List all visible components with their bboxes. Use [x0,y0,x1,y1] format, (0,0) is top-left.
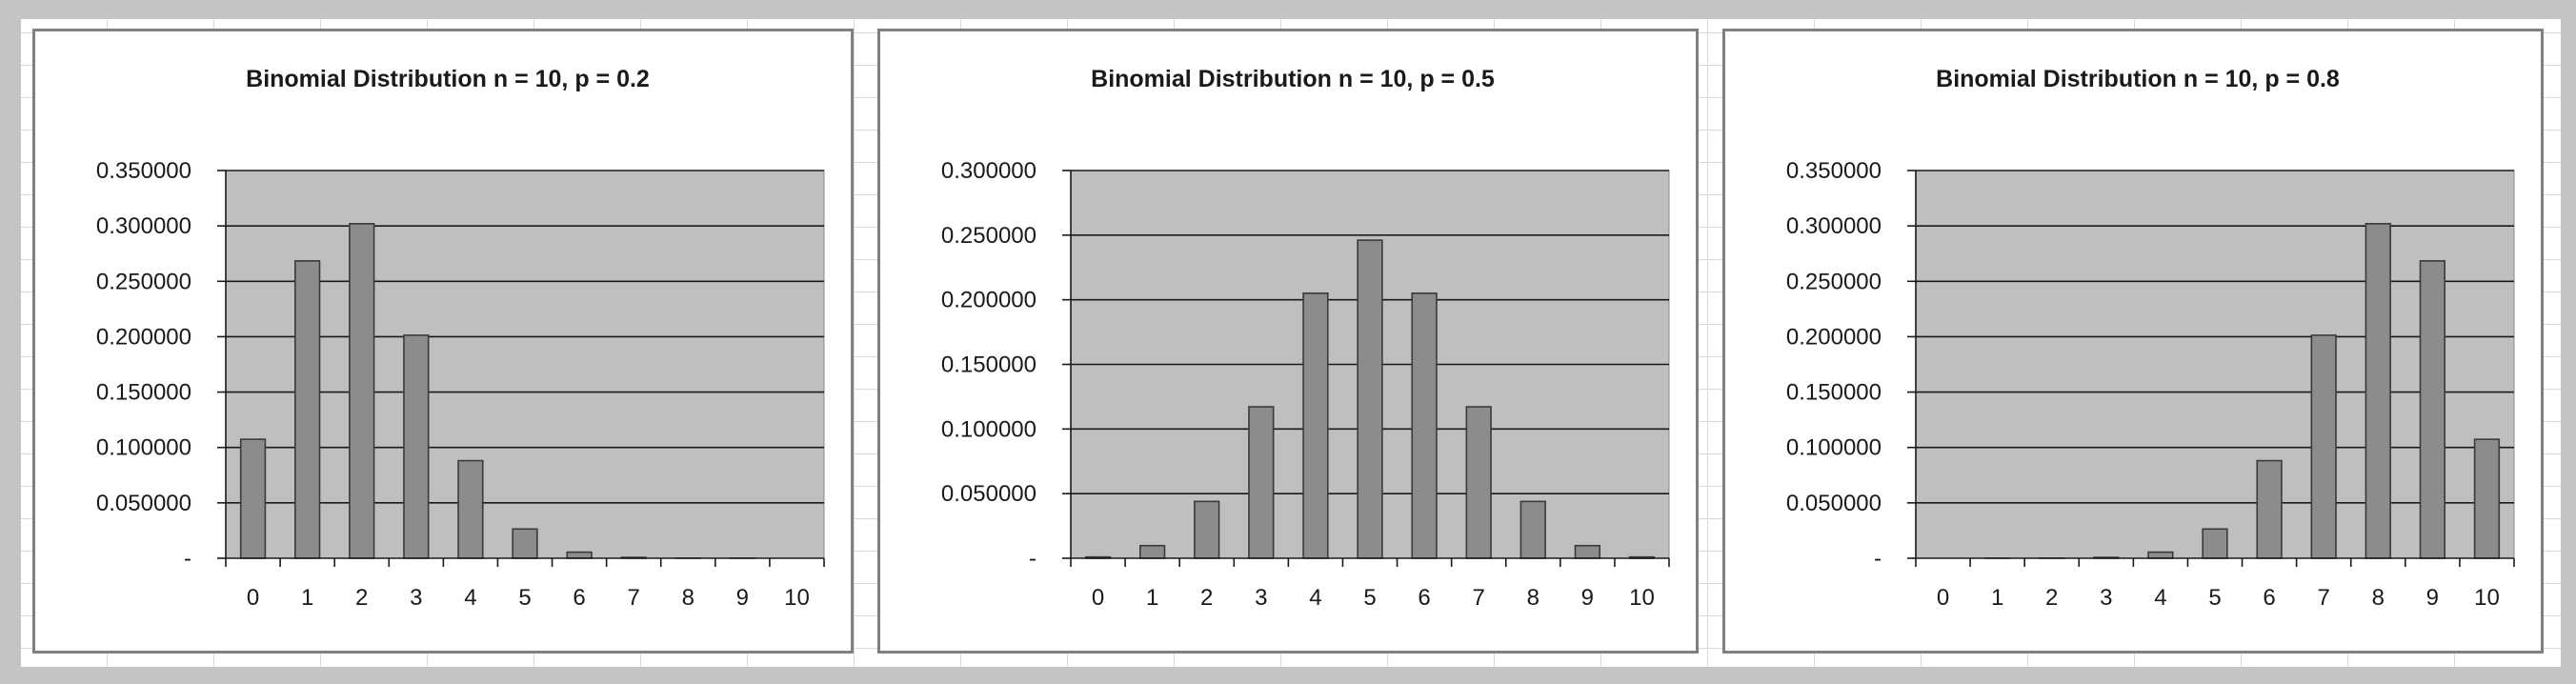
y-tick-label: 0.350000 [96,158,191,184]
bar [1194,500,1220,559]
x-tick-label: 3 [2100,585,2112,611]
chart-binomial-p08[interactable]: Binomial Distribution n = 10, p = 0.8 - 0… [1722,29,2544,654]
bar [2365,223,2391,559]
y-tick-label: 0.100000 [941,416,1036,442]
y-tick-label: - [184,546,191,572]
chart-binomial-p02[interactable]: Binomial Distribution n = 10, p = 0.2 - 0… [32,29,854,654]
bar [2202,528,2228,559]
y-tick-label: 0.300000 [941,158,1036,184]
plot-background [1915,170,2515,559]
plot-area: - 0.050000 0.100000 0.150000 0.200000 0.25000… [941,158,1670,611]
y-tick-label: 0.150000 [1786,380,1882,406]
x-tick-label: 4 [1309,585,1321,611]
x-tick-label: 1 [1991,585,2003,611]
x-tick-label: 1 [301,585,313,611]
x-tick-label: 3 [1255,585,1267,611]
bar [1465,406,1492,559]
y-tick-label: 0.200000 [941,288,1036,313]
y-tick-label: 0.250000 [941,223,1036,249]
y-tick-label: - [1874,546,1882,572]
bar [1357,239,1383,559]
x-tick-label: 10 [784,585,810,611]
window-frame-left [0,0,21,684]
y-tick-label: 0.300000 [96,213,191,239]
x-tick-label: 7 [2318,585,2330,611]
chart-title: Binomial Distribution n = 10, p = 0.5 [1091,66,1495,92]
plot-background [225,170,825,559]
bar [2147,551,2174,559]
y-tick-label: 0.100000 [1786,435,1882,461]
x-tick-label: 0 [1937,585,1949,611]
y-tick-label: 0.050000 [941,481,1036,507]
y-tick-label: - [1029,546,1036,572]
chart-binomial-p05[interactable]: Binomial Distribution n = 10, p = 0.5 - 0… [877,29,1699,654]
chart-svg: Binomial Distribution n = 10, p = 0.5 - 0… [941,66,1670,611]
y-tick-label: 0.300000 [1786,213,1882,239]
bar [512,528,538,559]
bar [349,223,375,559]
y-tick-label: 0.250000 [96,269,191,294]
x-tick-label: 7 [1473,585,1485,611]
bar [1138,544,1166,559]
x-tick-label: 1 [1146,585,1158,611]
x-tick-label: 5 [2208,585,2221,611]
bar [566,551,593,559]
y-tick-label: 0.200000 [96,324,191,350]
bar [1248,406,1275,559]
x-tick-label: 10 [2474,585,2500,611]
x-tick-label: 6 [573,585,585,611]
y-tick-label: 0.100000 [96,435,191,461]
x-tick-label: 4 [2154,585,2166,611]
bar [1302,292,1329,559]
bar [1519,500,1546,559]
bar [1574,544,1601,559]
bar [2473,438,2501,559]
bar [403,334,430,559]
chart-title: Binomial Distribution n = 10, p = 0.2 [246,66,650,92]
plot-area: - 0.050000 0.100000 0.150000 0.200000 0.25000… [1786,158,2515,611]
x-tick-label: 0 [1092,585,1104,611]
x-tick-label: 0 [247,585,259,611]
x-tick-label: 10 [1629,585,1655,611]
x-tick-label: 6 [2263,585,2275,611]
bar [2310,334,2337,559]
x-tick-label: 9 [736,585,749,611]
x-tick-label: 6 [1418,585,1430,611]
chart-svg: Binomial Distribution n = 10, p = 0.8 - 0… [1786,66,2515,611]
bar [2419,260,2446,559]
y-tick-label: 0.350000 [1786,158,1882,184]
bar [457,459,484,559]
bar [239,438,267,559]
x-tick-label: 8 [1527,585,1540,611]
bar [2256,459,2283,559]
chart-svg: Binomial Distribution n = 10, p = 0.2 - 0… [96,66,825,611]
x-tick-label: 4 [464,585,476,611]
window-frame-top [0,0,2576,19]
y-tick-label: 0.050000 [1786,491,1882,516]
plot-area: - 0.050000 0.100000 0.150000 0.200000 0.25000… [96,158,825,611]
window-frame-right [2561,0,2576,684]
x-tick-label: 7 [628,585,640,611]
x-tick-label: 2 [355,585,368,611]
y-tick-label: 0.250000 [1786,269,1882,294]
x-tick-label: 8 [2372,585,2385,611]
y-tick-label: 0.050000 [96,491,191,516]
x-tick-label: 5 [1363,585,1376,611]
y-tick-label: 0.150000 [96,380,191,406]
x-tick-label: 2 [1200,585,1213,611]
x-tick-label: 8 [682,585,694,611]
y-tick-label: 0.150000 [941,352,1036,378]
x-tick-label: 2 [2045,585,2058,611]
bar [1411,292,1438,559]
bar [293,260,321,559]
x-tick-label: 9 [1581,585,1594,611]
y-tick-label: 0.200000 [1786,324,1882,350]
window-frame-bottom [0,667,2576,684]
x-tick-label: 5 [518,585,531,611]
chart-title: Binomial Distribution n = 10, p = 0.8 [1936,66,2340,92]
x-tick-label: 9 [2426,585,2439,611]
x-tick-label: 3 [410,585,422,611]
